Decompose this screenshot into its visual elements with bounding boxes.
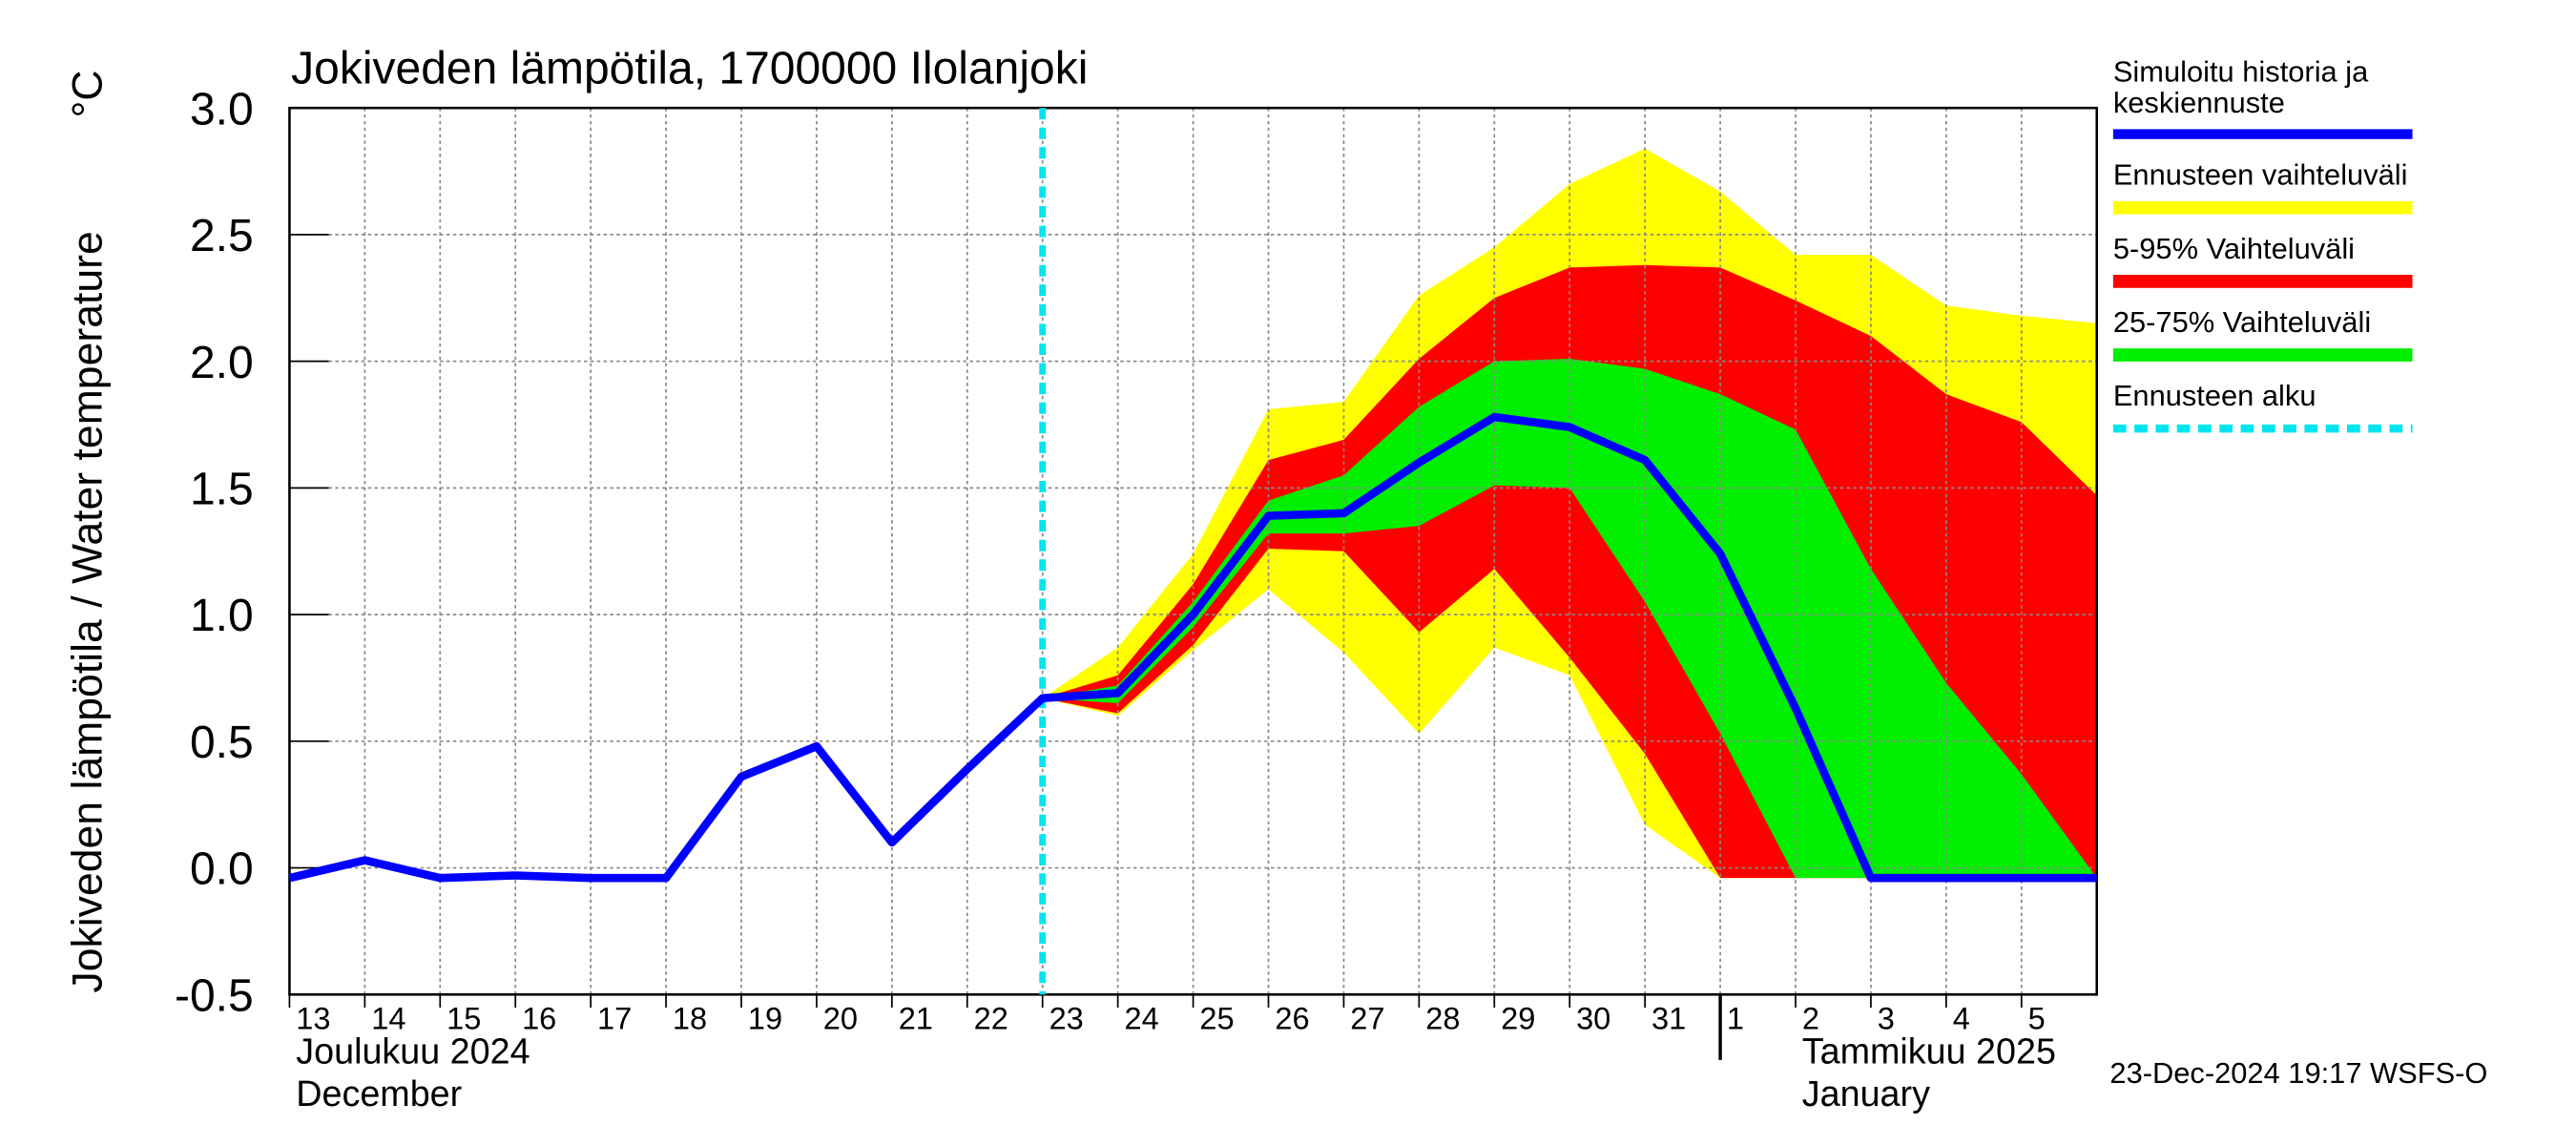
month-label: Joulukuu 2024 <box>296 1030 530 1071</box>
month-label-en: January <box>1802 1073 1930 1114</box>
chart-title: Jokiveden lämpötila, 1700000 Ilolanjoki <box>291 43 1088 94</box>
x-tick-label: 18 <box>673 1001 707 1035</box>
y-tick-label: 2.0 <box>190 338 254 388</box>
x-tick-label: 19 <box>748 1001 782 1035</box>
x-tick-label: 2 <box>1802 1001 1819 1035</box>
month-label: Tammikuu 2025 <box>1802 1030 2056 1071</box>
y-tick-label: 1.0 <box>190 591 254 641</box>
timestamp: 23-Dec-2024 19:17 WSFS-O <box>2109 1056 2487 1090</box>
x-tick-label: 23 <box>1049 1001 1084 1035</box>
x-tick-label: 1 <box>1727 1001 1744 1035</box>
series-line <box>288 412 2097 883</box>
x-tick-label: 25 <box>1199 1001 1234 1035</box>
x-tick-label: 30 <box>1576 1001 1610 1035</box>
x-tick-label: 20 <box>823 1001 858 1035</box>
plot-frame <box>288 106 2098 996</box>
y-tick-label: 0.5 <box>190 718 254 768</box>
y-axis-unit: °C <box>64 70 111 117</box>
x-tick-label: 4 <box>1953 1001 1970 1035</box>
x-tick-label: 21 <box>899 1001 933 1035</box>
x-tick-label: 5 <box>2028 1001 2046 1035</box>
y-tick-label: -0.5 <box>175 970 254 1021</box>
x-tick-label: 16 <box>522 1001 556 1035</box>
legend-label: Ennusteen vaihteluväli <box>2113 158 2408 192</box>
legend-label: Simuloitu historia ja keskiennuste <box>2113 55 2369 119</box>
x-tick-label: 22 <box>974 1001 1008 1035</box>
x-tick-label: 26 <box>1275 1001 1309 1035</box>
x-tick-label: 14 <box>371 1001 405 1035</box>
legend-label: 5-95% Vaihteluväli <box>2113 232 2355 265</box>
legend-label: 25-75% Vaihteluväli <box>2113 305 2371 339</box>
y-tick-label: 3.0 <box>190 84 254 135</box>
month-label-en: December <box>296 1073 462 1114</box>
x-tick-label: 13 <box>296 1001 330 1035</box>
y-axis-label: Jokiveden lämpötila / Water temperature <box>64 231 111 992</box>
x-tick-label: 31 <box>1652 1001 1686 1035</box>
x-tick-label: 15 <box>447 1001 481 1035</box>
x-tick-label: 24 <box>1125 1001 1159 1035</box>
x-tick-label: 28 <box>1425 1001 1460 1035</box>
x-tick-label: 27 <box>1350 1001 1384 1035</box>
y-tick-label: 1.5 <box>190 464 254 514</box>
y-tick-label: 2.5 <box>190 211 254 261</box>
x-tick-label: 17 <box>597 1001 632 1035</box>
x-tick-label: 3 <box>1878 1001 1895 1035</box>
y-tick-label: 0.0 <box>190 844 254 895</box>
x-tick-label: 29 <box>1501 1001 1535 1035</box>
legend-label: Ennusteen alku <box>2113 379 2316 412</box>
